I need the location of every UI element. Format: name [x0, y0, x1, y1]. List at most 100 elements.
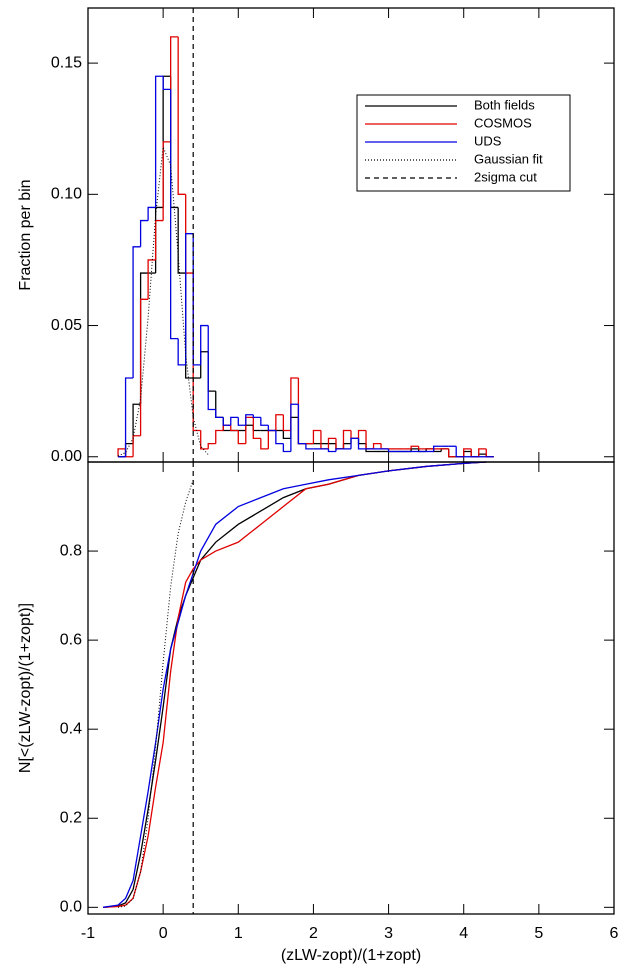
hist-step: [380, 443, 389, 450]
hist-step: [215, 391, 224, 419]
y-tick-label: 0.00: [51, 448, 82, 465]
hist-step: [200, 351, 209, 379]
hist-step: [154, 75, 164, 208]
legend-label: 2sigma cut: [474, 169, 537, 184]
hist-step: [282, 414, 291, 432]
legend: Both fields COSMOS UDS Gaussian fit 2sigma c…: [356, 94, 571, 192]
hist-step: [350, 437, 359, 444]
legend-label: Both fields: [474, 97, 535, 112]
hist-step: [154, 206, 164, 274]
x-tick-label: 0: [159, 925, 168, 942]
hist-step: [267, 425, 276, 432]
hist-step: [124, 377, 134, 457]
hist-step: [177, 338, 186, 366]
hist-step: [478, 448, 487, 457]
hist-step: [342, 442, 351, 449]
cumulative-line: [102, 461, 487, 908]
hist-step: [237, 417, 246, 426]
y-tick-label: 0.15: [51, 54, 82, 71]
hist-step: [177, 36, 186, 195]
hist-step: [335, 438, 344, 450]
fit-curve: [117, 479, 194, 908]
hist-step: [290, 416, 299, 439]
x-tick-label: 4: [459, 925, 468, 942]
hist-step: [305, 443, 314, 450]
hist-step: [252, 417, 261, 440]
hist-step: [267, 429, 276, 449]
x-tick-label: 5: [534, 925, 543, 942]
hist-step: [192, 273, 201, 432]
hist-step: [170, 76, 179, 209]
hist-step: [470, 448, 479, 458]
hist-step: [365, 443, 374, 453]
hist-step: [297, 378, 306, 445]
hist-step: [147, 206, 156, 221]
hist-step: [230, 416, 239, 426]
hist-step: [185, 233, 194, 365]
hist-step: [245, 416, 254, 444]
hist-step: [215, 409, 224, 419]
hist-step: [207, 351, 216, 392]
x-tick-label: 1: [234, 925, 243, 942]
hist-step: [132, 246, 141, 379]
hist-step: [275, 430, 284, 445]
hist-step: [282, 430, 291, 440]
y-axis-label: Fraction per bin: [17, 179, 34, 290]
hist-step: [350, 437, 359, 449]
hist-step: [372, 442, 382, 449]
legend-label: Gaussian fit: [474, 151, 543, 166]
hist-step: [275, 414, 284, 431]
hist-step: [320, 430, 329, 450]
hist-step: [222, 424, 231, 431]
y-tick-label: 0.0: [60, 899, 82, 916]
hist-step: [222, 417, 231, 426]
hist-step: [170, 36, 179, 142]
x-tick-label: 6: [610, 925, 619, 942]
fit-curve: [117, 146, 209, 457]
hist-step: [230, 425, 239, 432]
hist-step: [117, 448, 126, 457]
hist-step: [448, 448, 457, 458]
hist-step: [124, 448, 134, 458]
hist-step: [365, 430, 374, 450]
hist-step: [312, 429, 321, 444]
y-axis-label: N[<(zLW-zopt)/(1+zopt)]: [17, 603, 34, 773]
hist-step: [290, 403, 299, 452]
hist-step: [327, 437, 336, 449]
hist-step: [260, 417, 269, 426]
hist-step: [132, 403, 141, 444]
y-tick-label: 0.8: [60, 542, 82, 559]
hist-step: [162, 76, 171, 91]
hist-step: [200, 430, 209, 450]
hist-step: [147, 259, 156, 300]
x-axis-label: (zLW-zopt)/(1+zopt): [281, 947, 421, 964]
hist-step: [350, 430, 359, 440]
hist-step: [124, 442, 134, 457]
x-tick-label: 2: [309, 925, 318, 942]
y-tick-label: 0.05: [51, 317, 82, 334]
legend-box: [356, 94, 571, 192]
hist-step: [387, 448, 397, 453]
legend-label: UDS: [474, 133, 502, 148]
hist-step: [485, 448, 494, 458]
y-tick-label: 0.6: [60, 631, 82, 648]
hist-step: [132, 435, 141, 457]
hist-step: [237, 430, 246, 445]
hist-step: [200, 324, 209, 365]
hist-step: [335, 443, 344, 450]
hist-step: [170, 89, 179, 340]
hist-step: [327, 448, 336, 453]
hist-step: [455, 446, 464, 458]
hist-step: [139, 298, 149, 436]
hist-step: [463, 448, 472, 457]
plot-frame: [87, 461, 615, 915]
hist-step: [192, 233, 201, 366]
cumulative-line: [102, 461, 487, 908]
cumulative-line: [102, 461, 487, 908]
hist-step: [342, 429, 351, 449]
hist-step: [207, 442, 216, 449]
hist-step: [162, 141, 171, 221]
hist-step: [245, 414, 254, 426]
hist-step: [433, 445, 442, 452]
